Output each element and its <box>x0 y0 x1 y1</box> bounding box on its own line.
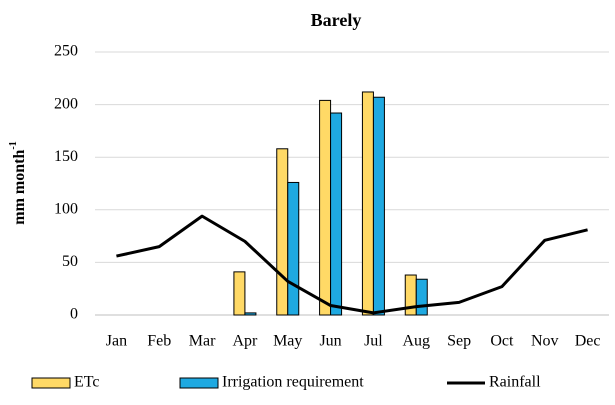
y-tick-label: 100 <box>54 200 78 217</box>
x-tick-label: Sep <box>447 333 471 350</box>
bar <box>319 99 332 316</box>
x-tick-label: May <box>273 333 302 350</box>
y-label-sup: -1 <box>8 141 19 149</box>
y-tick-label: 0 <box>70 306 78 323</box>
bar <box>276 148 289 316</box>
x-tick-label: Feb <box>147 333 171 350</box>
legend-label: ETc <box>74 374 100 391</box>
bar <box>330 112 343 316</box>
bar <box>244 312 257 316</box>
bar <box>233 271 246 316</box>
x-tick-label: Aug <box>402 333 430 350</box>
x-tick-label: Jun <box>319 333 341 350</box>
y-tick-label: 250 <box>54 43 78 60</box>
x-tick-label: Jan <box>106 333 127 350</box>
x-tick-label: Dec <box>575 333 601 350</box>
x-tick-label: Oct <box>490 333 514 350</box>
x-tick-label: Nov <box>531 333 559 350</box>
y-tick-label: 50 <box>62 253 78 270</box>
bar <box>287 181 300 316</box>
y-axis-label: mm month-1 <box>8 141 27 224</box>
x-tick-label: Mar <box>189 333 216 350</box>
legend-swatch <box>31 377 71 389</box>
bar <box>361 91 374 316</box>
legend-label: Irrigation requirement <box>222 374 364 391</box>
x-tick-label: Jul <box>364 333 383 350</box>
y-label-main: mm month <box>11 150 28 225</box>
chart-title: Barely <box>311 10 362 30</box>
line-series <box>116 214 588 315</box>
legend-label: Rainfall <box>489 374 541 391</box>
y-tick-label: 150 <box>54 148 78 165</box>
bar <box>415 278 428 316</box>
bar <box>372 96 385 316</box>
y-tick-label: 200 <box>54 95 78 112</box>
x-tick-label: Apr <box>232 333 258 350</box>
legend-swatch <box>179 377 219 389</box>
